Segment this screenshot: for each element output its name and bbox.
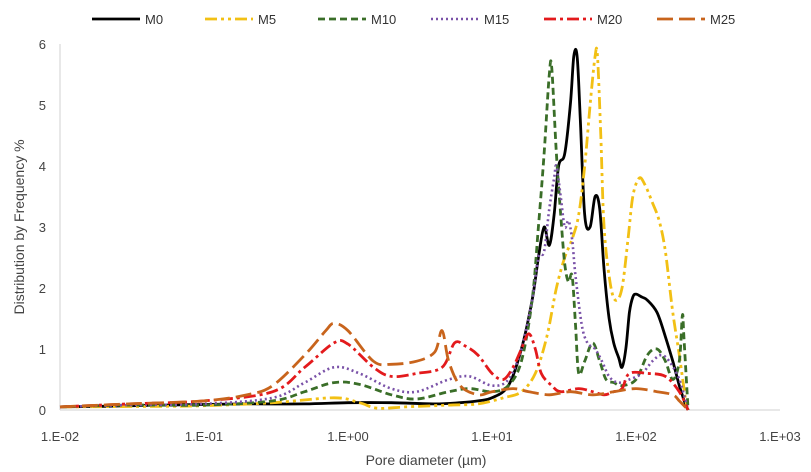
y-tick-label: 1 [39, 342, 46, 357]
y-tick-label: 2 [39, 281, 46, 296]
x-tick-label: 1.E+02 [615, 429, 657, 444]
y-tick-labels: 0 1 2 3 4 5 6 [39, 37, 46, 418]
legend-label: M20 [597, 12, 622, 27]
y-tick-label: 0 [39, 403, 46, 418]
y-tick-label: 4 [39, 159, 46, 174]
plot-area [59, 44, 780, 411]
legend-item-m5: M5 [205, 12, 276, 27]
y-axis-title: Distribution by Frequency % [11, 139, 27, 314]
x-tick-label: 1.E+00 [327, 429, 369, 444]
y-tick-label: 5 [39, 98, 46, 113]
x-tick-label: 1.E+03 [759, 429, 801, 444]
legend-label: M10 [371, 12, 396, 27]
series-layer [59, 46, 690, 411]
x-axis-title: Pore diameter (µm) [366, 452, 487, 468]
legend-label: M5 [258, 12, 276, 27]
series-line-m20 [59, 332, 690, 411]
legend: M0 M5 M10 M15 M20 M25 [92, 12, 735, 27]
x-tick-labels: 1.E-02 1.E-01 1.E+00 1.E+01 1.E+02 1.E+03 [41, 429, 801, 444]
legend-item-m20: M20 [544, 12, 622, 27]
legend-item-m0: M0 [92, 12, 163, 27]
x-tick-label: 1.E+01 [471, 429, 513, 444]
legend-label: M25 [710, 12, 735, 27]
series-line-m0 [59, 47, 690, 411]
legend-item-m10: M10 [318, 12, 396, 27]
legend-label: M15 [484, 12, 509, 27]
x-tick-label: 1.E-02 [41, 429, 79, 444]
y-tick-label: 6 [39, 37, 46, 52]
legend-label: M0 [145, 12, 163, 27]
legend-item-m25: M25 [657, 12, 735, 27]
series-line-m10 [59, 59, 690, 411]
series-line-m5 [59, 46, 690, 411]
legend-item-m15: M15 [431, 12, 509, 27]
y-tick-label: 3 [39, 220, 46, 235]
x-tick-label: 1.E-01 [185, 429, 223, 444]
series-line-m25 [59, 322, 690, 411]
